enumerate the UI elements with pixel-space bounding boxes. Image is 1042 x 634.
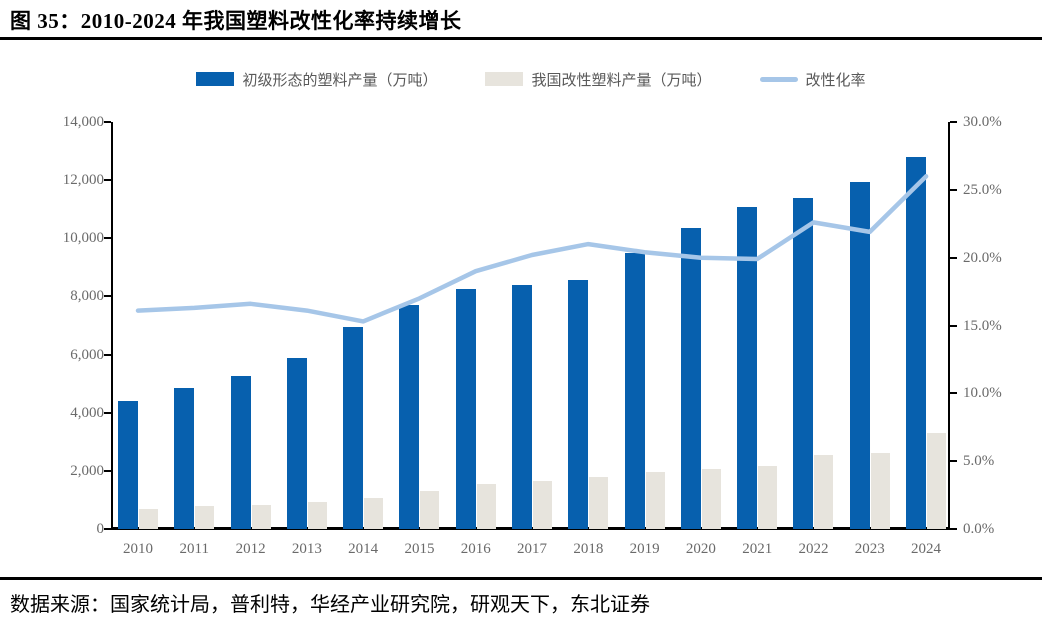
left-axis-spine [111, 122, 113, 529]
x-axis-label-2018: 2018 [573, 541, 604, 557]
legend-item-3: 改性化率 [759, 69, 866, 90]
left-axis-tick-0 [104, 528, 111, 530]
legend-label-1: 初级形态的塑料产量（万吨） [242, 72, 438, 89]
bar-primary-plastics-2021 [737, 207, 758, 529]
x-axis-label-2019: 2019 [629, 541, 660, 557]
bar-modified-plastics-2024 [927, 433, 947, 529]
bar-primary-plastics-2014 [343, 326, 364, 529]
bar-modified-plastics-2014 [364, 498, 384, 529]
bar-primary-plastics-2020 [680, 228, 701, 529]
bar-modified-plastics-2022 [814, 454, 834, 529]
left-axis-tick-12,000 [104, 179, 111, 182]
bar-modified-plastics-2019 [645, 471, 665, 529]
right-axis-tick-5.0% [950, 460, 957, 463]
bar-modified-plastics-2016 [476, 483, 496, 529]
left-axis-tick-14,000 [104, 121, 111, 123]
left-axis-tick-label-6,000: 6,000 [70, 346, 104, 363]
chart-legend: 初级形态的塑料产量（万吨） 我国改性塑料产量（万吨） 改性化率 [112, 68, 950, 90]
legend-bar-swatch-1 [196, 72, 235, 86]
bar-modified-plastics-2015 [420, 490, 440, 529]
left-axis-tick-label-12,000: 12,000 [62, 172, 104, 189]
x-axis-label-2015: 2015 [404, 541, 435, 557]
bar-primary-plastics-2016 [455, 289, 476, 529]
data-source-text: 数据来源：国家统计局，普利特，华经产业研究院，研观天下，东北证券 [10, 594, 650, 616]
left-axis-tick-label-0: 0 [96, 521, 105, 537]
legend-label-3: 改性化率 [805, 72, 866, 89]
x-axis-label-2011: 2011 [179, 541, 209, 557]
left-axis-tick-label-4,000: 4,000 [70, 404, 104, 421]
bar-primary-plastics-2012 [230, 376, 251, 529]
left-axis-tick-10,000 [104, 237, 111, 240]
bar-primary-plastics-2023 [849, 181, 870, 529]
right-axis-tick-30.0% [950, 121, 957, 123]
right-axis-spine [948, 122, 950, 529]
bar-primary-plastics-2018 [568, 279, 589, 529]
right-axis-tick-label-25.0%: 25.0% [963, 181, 1002, 198]
legend-item-2: 我国改性塑料产量（万吨） [485, 69, 712, 90]
x-axis-label-2010: 2010 [123, 541, 153, 557]
bar-primary-plastics-2011 [174, 388, 195, 529]
x-axis-label-2020: 2020 [685, 541, 716, 557]
left-axis-tick-2,000 [104, 469, 111, 472]
left-axis-tick-8,000 [104, 295, 111, 298]
bar-modified-plastics-2017 [533, 480, 553, 529]
bar-modified-plastics-2023 [870, 453, 890, 529]
right-axis-tick-10.0% [950, 392, 957, 395]
x-axis-label-2022: 2022 [798, 541, 829, 557]
source-divider-rule [0, 577, 1042, 580]
bar-primary-plastics-2022 [793, 197, 814, 529]
right-axis-tick-label-30.0%: 30.0% [963, 114, 1002, 130]
x-axis-label-2023: 2023 [854, 541, 885, 557]
x-axis-label-2014: 2014 [348, 541, 379, 557]
bar-primary-plastics-2017 [512, 284, 533, 529]
x-axis-label-2024: 2024 [911, 541, 942, 557]
right-axis-tick-label-5.0%: 5.0% [963, 453, 995, 470]
title-divider-rule [0, 37, 1042, 40]
figure-title: 图 35：2010-2024 年我国塑料改性化率持续增长 [10, 9, 462, 33]
left-axis-tick-label-10,000: 10,000 [62, 230, 104, 247]
left-axis-tick-label-8,000: 8,000 [70, 288, 104, 305]
legend-item-1: 初级形态的塑料产量（万吨） [196, 69, 437, 90]
x-axis-label-2016: 2016 [460, 541, 491, 557]
bar-modified-plastics-2012 [251, 504, 271, 529]
right-axis-tick-0.0% [950, 528, 957, 530]
right-axis-tick-label-20.0%: 20.0% [963, 249, 1002, 266]
left-axis-tick-label-2,000: 2,000 [70, 462, 104, 479]
left-axis-tick-label-14,000: 14,000 [62, 114, 104, 130]
right-axis-tick-label-15.0%: 15.0% [963, 317, 1002, 334]
bar-modified-plastics-2021 [758, 466, 778, 529]
bar-modified-plastics-2020 [701, 469, 721, 529]
legend-label-2: 我国改性塑料产量（万吨） [531, 72, 712, 89]
right-axis-tick-20.0% [950, 256, 957, 259]
right-axis-tick-25.0% [950, 188, 957, 191]
left-axis-tick-6,000 [104, 353, 111, 356]
left-axis-tick-4,000 [104, 411, 111, 414]
bar-primary-plastics-2019 [624, 252, 645, 529]
legend-line-swatch-3 [759, 76, 798, 82]
bar-modified-plastics-2018 [589, 476, 609, 529]
bar-modified-plastics-2011 [195, 506, 215, 529]
right-axis-tick-label-0.0%: 0.0% [963, 521, 995, 537]
right-axis-tick-label-10.0%: 10.0% [963, 385, 1002, 402]
bar-primary-plastics-2010 [118, 401, 138, 529]
right-axis-tick-15.0% [950, 324, 957, 327]
bar-modified-plastics-2010 [139, 508, 158, 529]
legend-bar-swatch-2 [485, 72, 524, 86]
bar-primary-plastics-2015 [399, 305, 420, 529]
bar-modified-plastics-2013 [307, 501, 327, 529]
x-axis-label-2012: 2012 [235, 541, 266, 557]
bar-primary-plastics-2013 [286, 358, 307, 529]
bar-primary-plastics-2024 [906, 157, 927, 529]
x-axis-label-2017: 2017 [517, 541, 548, 557]
x-axis-label-2013: 2013 [291, 541, 322, 557]
x-axis-label-2021: 2021 [742, 541, 773, 557]
